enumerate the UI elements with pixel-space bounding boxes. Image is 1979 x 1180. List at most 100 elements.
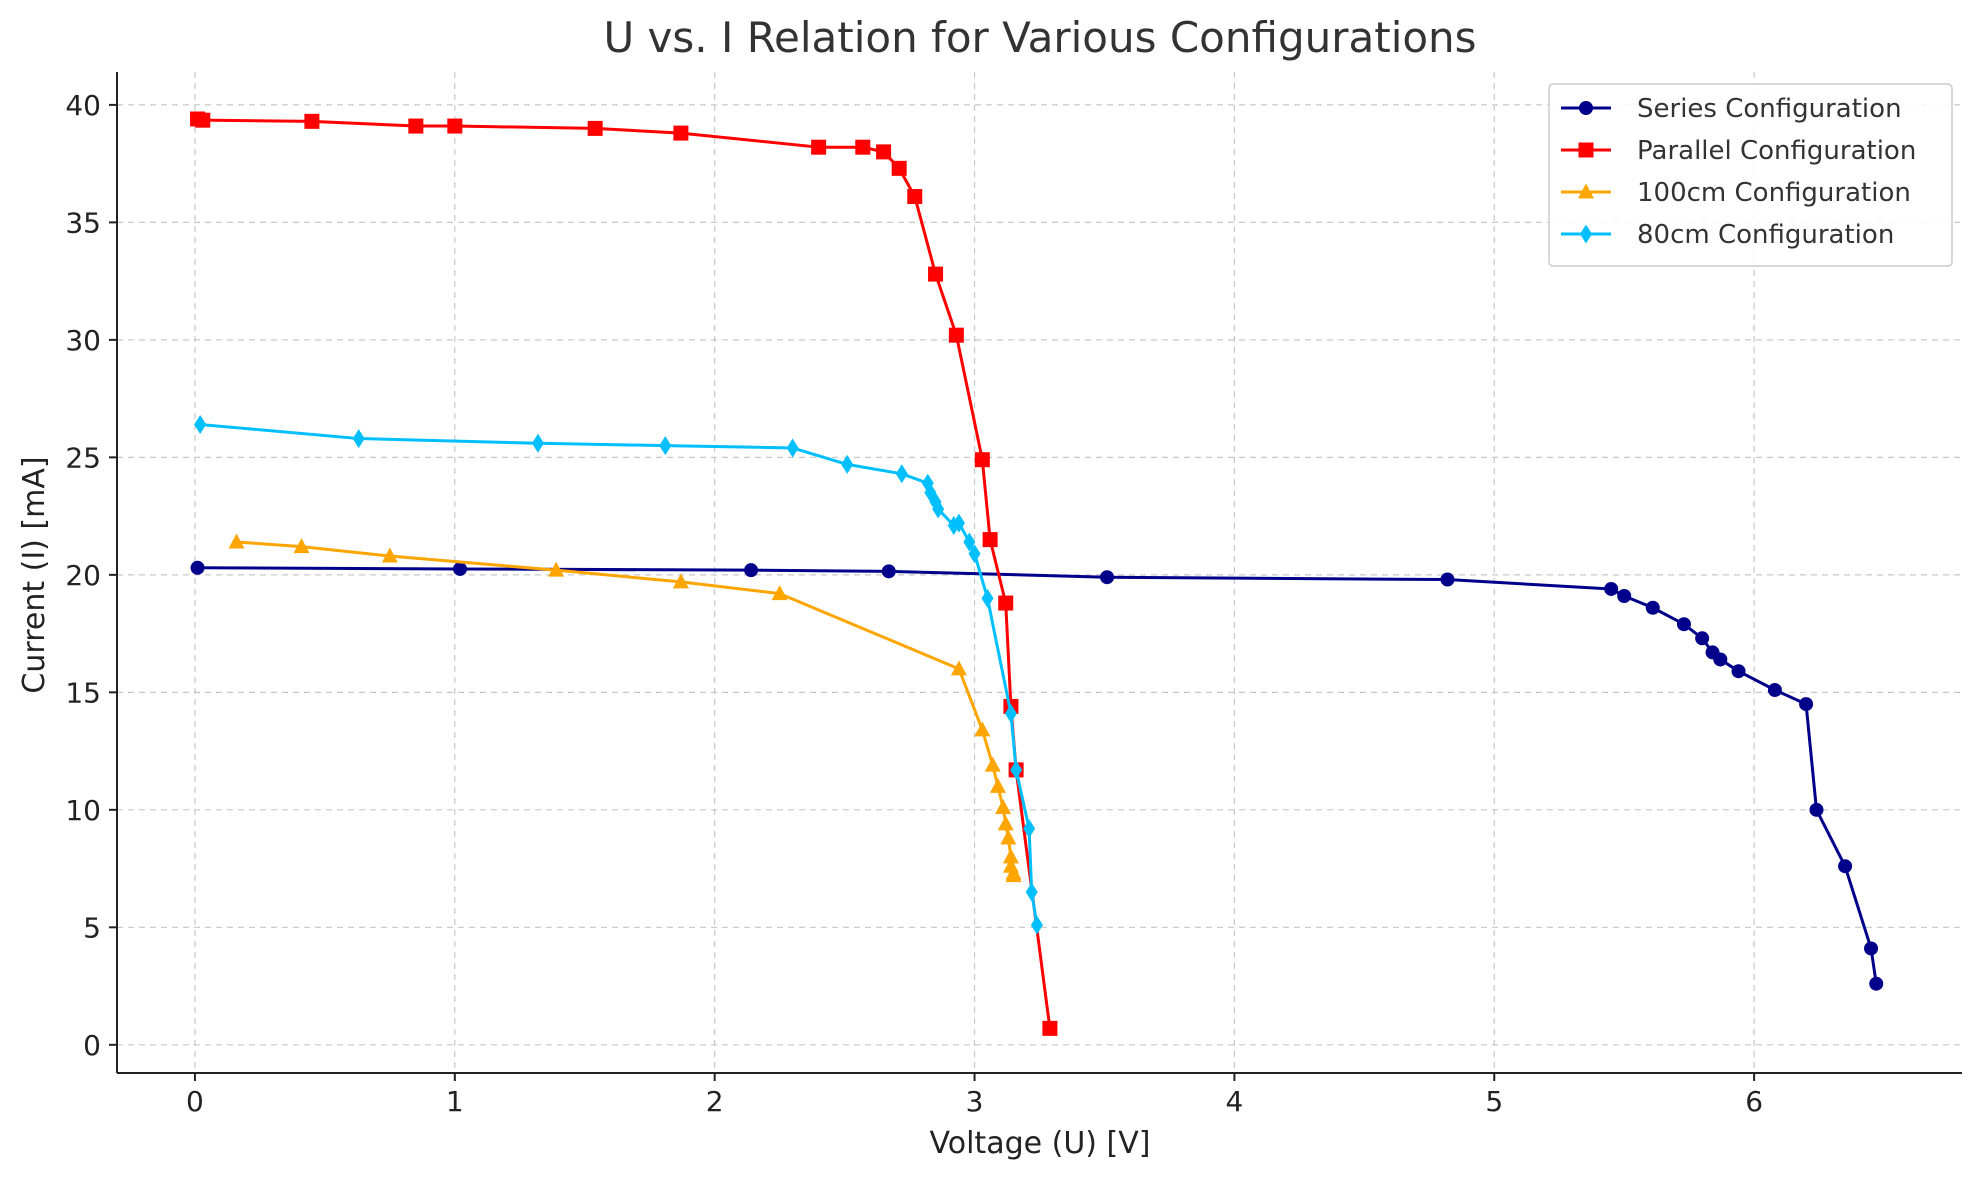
data-point-parallel-configuration (587, 120, 603, 136)
data-point-parallel-configuration (304, 113, 320, 129)
data-point-80cm-configuration (952, 513, 965, 533)
data-point-series-configuration (1604, 581, 1619, 596)
axes: 0 1 2 3 4 5 6 0 5 10 15 20 25 30 35 40 (65, 72, 1962, 1118)
data-point-100cm-configuration (984, 756, 1001, 772)
data-point-parallel-configuration (811, 139, 827, 155)
series-line-80cm-configuration (200, 422, 1039, 926)
data-point-parallel-configuration (447, 118, 463, 134)
x-tick-label: 6 (1745, 1085, 1763, 1118)
data-point-series-configuration (1676, 617, 1691, 632)
data-point-parallel-configuration (948, 327, 964, 343)
data-point-parallel-configuration (928, 266, 944, 282)
data-point-100cm-configuration (950, 660, 967, 676)
data-point-100cm-configuration (228, 533, 245, 549)
data-point-parallel-configuration (891, 160, 907, 176)
data-point-series-configuration (1695, 631, 1710, 646)
legend-entry: 80cm Configuration (1561, 220, 1894, 250)
x-tick-label: 5 (1485, 1085, 1503, 1118)
data-point-series-configuration (1864, 941, 1879, 956)
legend-swatch-marker (1578, 183, 1594, 199)
y-tick-label: 25 (65, 441, 101, 474)
data-point-80cm-configuration (981, 588, 994, 608)
data-point-80cm-configuration (194, 414, 207, 434)
x-tick-label: 0 (186, 1085, 204, 1118)
data-point-series-configuration (881, 564, 896, 579)
data-point-80cm-configuration (932, 499, 945, 519)
data-point-series-configuration (1809, 802, 1824, 817)
chart-title: U vs. I Relation for Various Configurati… (603, 13, 1476, 62)
data-point-80cm-configuration (352, 429, 365, 449)
legend-box (1548, 83, 1953, 267)
data-point-80cm-configuration (1004, 703, 1017, 723)
data-point-series-configuration (1731, 664, 1746, 679)
y-tick-label: 15 (65, 676, 101, 709)
series-line-100cm-configuration (236, 540, 1016, 876)
y-axis-title: Current (I) [mA] (17, 456, 52, 693)
legend-entry: 100cm Configuration (1561, 178, 1911, 208)
data-point-100cm-configuration (974, 721, 991, 737)
legend: Series Configuration Parallel Configurati… (1548, 83, 1953, 267)
data-point-80cm-configuration (895, 464, 908, 484)
data-point-100cm-configuration (1000, 829, 1017, 845)
x-tick-label: 2 (706, 1085, 724, 1118)
legend-label: 100cm Configuration (1637, 178, 1911, 208)
legend-swatch-marker (1579, 101, 1593, 115)
data-point-100cm-configuration (1005, 867, 1022, 883)
data-point-80cm-configuration (963, 532, 976, 552)
data-point-series-configuration (1713, 652, 1728, 667)
data-point-series-configuration (1100, 570, 1115, 585)
data-point-series-configuration (1838, 859, 1853, 874)
y-tick-label: 40 (65, 89, 101, 122)
data-point-series-configuration (1767, 682, 1782, 697)
series-layer (190, 111, 1884, 1036)
data-point-series-configuration (1617, 588, 1632, 603)
legend-swatch-marker (1580, 224, 1592, 244)
legend-entry: Series Configuration (1561, 94, 1902, 124)
data-point-80cm-configuration (1030, 915, 1043, 935)
data-point-parallel-configuration (876, 144, 892, 160)
data-point-parallel-configuration (998, 595, 1014, 611)
data-point-parallel-configuration (673, 125, 689, 141)
data-point-parallel-configuration (195, 112, 211, 128)
data-point-series-configuration (1799, 697, 1814, 712)
legend-entry: Parallel Configuration (1561, 136, 1916, 166)
data-point-100cm-configuration (989, 777, 1006, 793)
data-point-100cm-configuration (995, 798, 1012, 814)
y-tick-label: 5 (83, 911, 101, 944)
data-point-80cm-configuration (1023, 819, 1036, 839)
data-point-series-configuration (453, 561, 468, 576)
y-tick-label: 30 (65, 324, 101, 357)
data-point-series-configuration (744, 563, 759, 578)
legend-label: Series Configuration (1637, 94, 1902, 124)
data-point-100cm-configuration (1002, 848, 1019, 864)
y-tick-label: 35 (65, 206, 101, 239)
data-point-100cm-configuration (771, 585, 788, 601)
x-axis-title: Voltage (U) [V] (930, 1126, 1151, 1161)
data-point-80cm-configuration (659, 436, 672, 456)
data-point-parallel-configuration (1042, 1020, 1058, 1036)
series-100cm-configuration (228, 533, 1022, 883)
series-80cm-configuration (194, 414, 1043, 935)
legend-label: 80cm Configuration (1637, 220, 1894, 250)
y-tick-label: 20 (65, 559, 101, 592)
series-line-series-configuration (197, 566, 1878, 984)
data-point-80cm-configuration (968, 544, 981, 564)
data-point-100cm-configuration (672, 573, 689, 589)
data-point-parallel-configuration (855, 139, 871, 155)
data-point-parallel-configuration (408, 118, 424, 134)
data-point-80cm-configuration (841, 454, 854, 474)
data-point-80cm-configuration (786, 438, 799, 458)
data-point-series-configuration (190, 560, 205, 575)
data-point-parallel-configuration (907, 189, 923, 205)
data-point-parallel-configuration (982, 532, 998, 548)
data-point-80cm-configuration (531, 433, 544, 453)
data-point-series-configuration (1440, 572, 1455, 587)
series-series-configuration (190, 560, 1884, 991)
data-point-80cm-configuration (1010, 760, 1023, 780)
data-point-series-configuration (1869, 976, 1884, 991)
data-point-parallel-configuration (974, 452, 990, 468)
data-point-100cm-configuration (293, 538, 310, 554)
data-point-80cm-configuration (1025, 882, 1038, 902)
